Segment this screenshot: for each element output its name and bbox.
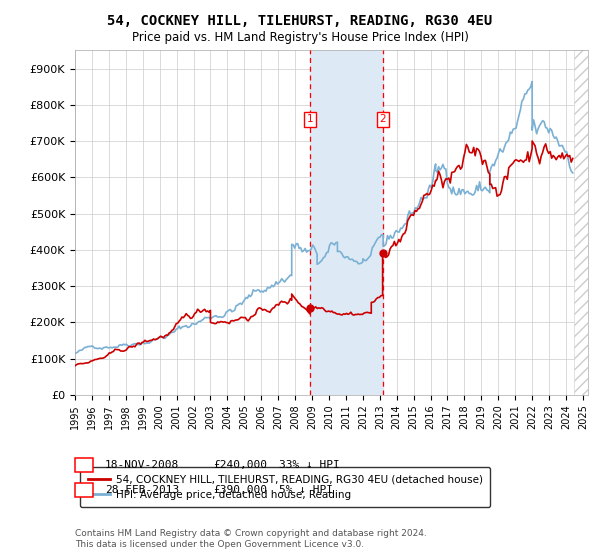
Text: 33% ↓ HPI: 33% ↓ HPI <box>279 460 340 470</box>
Legend: 54, COCKNEY HILL, TILEHURST, READING, RG30 4EU (detached house), HPI: Average pr: 54, COCKNEY HILL, TILEHURST, READING, RG… <box>80 467 490 507</box>
Bar <box>310 50 383 395</box>
Text: £390,000: £390,000 <box>213 485 267 495</box>
Text: 28-FEB-2013: 28-FEB-2013 <box>105 485 179 495</box>
Text: 1: 1 <box>80 460 88 470</box>
Text: Contains HM Land Registry data © Crown copyright and database right 2024.
This d: Contains HM Land Registry data © Crown c… <box>75 529 427 549</box>
Text: 2: 2 <box>379 114 386 124</box>
Text: 5% ↓ HPI: 5% ↓ HPI <box>279 485 333 495</box>
Text: 18-NOV-2008: 18-NOV-2008 <box>105 460 179 470</box>
Text: 1: 1 <box>307 114 313 124</box>
Text: Price paid vs. HM Land Registry's House Price Index (HPI): Price paid vs. HM Land Registry's House … <box>131 31 469 44</box>
Text: 54, COCKNEY HILL, TILEHURST, READING, RG30 4EU: 54, COCKNEY HILL, TILEHURST, READING, RG… <box>107 14 493 28</box>
Text: £240,000: £240,000 <box>213 460 267 470</box>
Text: 2: 2 <box>80 485 88 495</box>
